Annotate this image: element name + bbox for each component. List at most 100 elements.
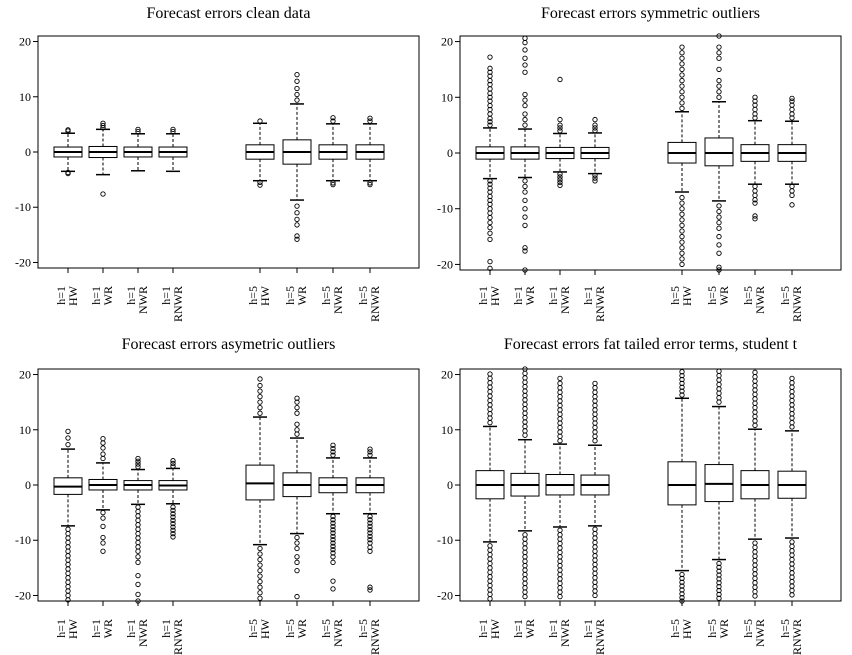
outlier-point: [487, 371, 493, 377]
outlier-point: [367, 537, 373, 543]
outlier-point: [257, 399, 263, 405]
outlier-point: [170, 524, 176, 530]
outlier-point: [522, 206, 528, 212]
box-5: h=5HW: [245, 376, 275, 639]
outlier-point: [522, 384, 528, 390]
outlier-point: [522, 432, 528, 438]
x-tick-label: h=5HW: [668, 285, 694, 306]
outlier-point: [592, 575, 598, 581]
outlier-point: [522, 589, 528, 595]
outlier-point: [522, 414, 528, 421]
x-tick-label-horizon: h=5: [778, 286, 792, 305]
x-tick-label: h=1NWR: [124, 619, 150, 647]
outlier-point: [487, 380, 493, 386]
outlier-point: [135, 504, 141, 510]
outlier-point: [752, 200, 758, 206]
outlier-point: [557, 532, 563, 538]
box-1: h=1HW: [475, 371, 505, 639]
box-4: h=1RNWR: [580, 380, 610, 655]
outlier-point: [752, 213, 758, 219]
outlier-point: [522, 558, 528, 564]
outlier-point: [592, 553, 598, 559]
outlier-point: [592, 380, 598, 387]
outlier-point: [679, 83, 685, 89]
x-tick-label-method: HW: [488, 285, 502, 306]
outlier-point: [487, 111, 493, 117]
x-tick-label-method: NWR: [136, 286, 150, 314]
outlier-point: [294, 545, 300, 552]
outlier-point: [789, 192, 795, 198]
outlier-point: [557, 385, 563, 391]
outlier-point: [367, 452, 373, 458]
outlier-point: [257, 410, 263, 416]
outlier-point: [330, 520, 336, 526]
outlier-point: [789, 115, 795, 121]
outlier-point: [752, 580, 758, 586]
outlier-point: [557, 116, 563, 123]
outlier-point: [487, 556, 493, 562]
y-tick-label: 0: [447, 146, 453, 160]
outlier-point: [367, 517, 373, 523]
outlier-point: [752, 562, 758, 568]
box-5: h=5HW: [667, 369, 697, 639]
outlier-point: [330, 445, 336, 452]
outlier-point: [522, 102, 528, 109]
outlier-point: [592, 407, 598, 413]
outlier-point: [487, 178, 493, 184]
outlier-point: [487, 393, 493, 399]
outlier-point: [330, 449, 336, 455]
outlier-point: [367, 449, 373, 455]
outlier-point: [679, 77, 685, 84]
y-tick-label: 10: [441, 90, 453, 104]
outlier-point: [557, 549, 563, 556]
x-tick-label-horizon: h=5: [668, 286, 682, 305]
outlier-point: [592, 429, 598, 435]
outlier-point: [716, 372, 722, 379]
x-tick-label-horizon: h=1: [89, 286, 103, 305]
x-tick-label: h=5NWR: [319, 619, 345, 647]
outlier-point: [135, 455, 141, 462]
outlier-point: [752, 391, 758, 398]
outlier-point: [522, 567, 528, 573]
outlier-point: [487, 236, 493, 243]
outlier-point: [330, 115, 336, 121]
outlier-point: [257, 545, 263, 552]
outlier-point: [716, 50, 722, 56]
outlier-point: [367, 181, 373, 188]
outlier-point: [679, 61, 685, 67]
outlier-point: [592, 402, 598, 409]
outlier-point: [487, 384, 493, 390]
outlier-point: [592, 438, 598, 444]
outlier-point: [679, 256, 685, 262]
outlier-point: [716, 377, 722, 383]
outlier-point: [679, 587, 685, 593]
outlier-point: [487, 206, 493, 212]
outlier-point: [367, 584, 373, 590]
box-4: h=1RNWR: [580, 116, 610, 322]
outlier-point: [367, 533, 373, 540]
outlier-point: [257, 567, 263, 574]
outlier-point: [716, 55, 722, 61]
outlier-point: [294, 97, 300, 103]
outlier-point: [294, 233, 300, 239]
outlier-point: [65, 566, 71, 572]
outlier-point: [557, 122, 563, 128]
x-tick-label-method: WR: [717, 619, 731, 638]
outlier-point: [487, 397, 493, 404]
x-tick-label: h=1RNWR: [581, 286, 607, 322]
outlier-point: [592, 433, 598, 440]
chart-panel-1: Forecast errors clean data -20 -10 0 10 20 h=1…: [15, 5, 420, 322]
outlier-point: [522, 545, 528, 551]
outlier-point: [257, 573, 263, 579]
x-tick-label-method: HW: [680, 285, 694, 306]
y-tick-label: -10: [15, 200, 31, 214]
outlier-point: [592, 592, 598, 599]
outlier-point: [367, 548, 373, 554]
outlier-point: [294, 405, 300, 411]
outlier-point: [716, 368, 722, 374]
outlier-point: [679, 245, 685, 251]
outlier-point: [716, 225, 722, 231]
outlier-point: [789, 574, 795, 580]
outlier-point: [65, 557, 71, 563]
